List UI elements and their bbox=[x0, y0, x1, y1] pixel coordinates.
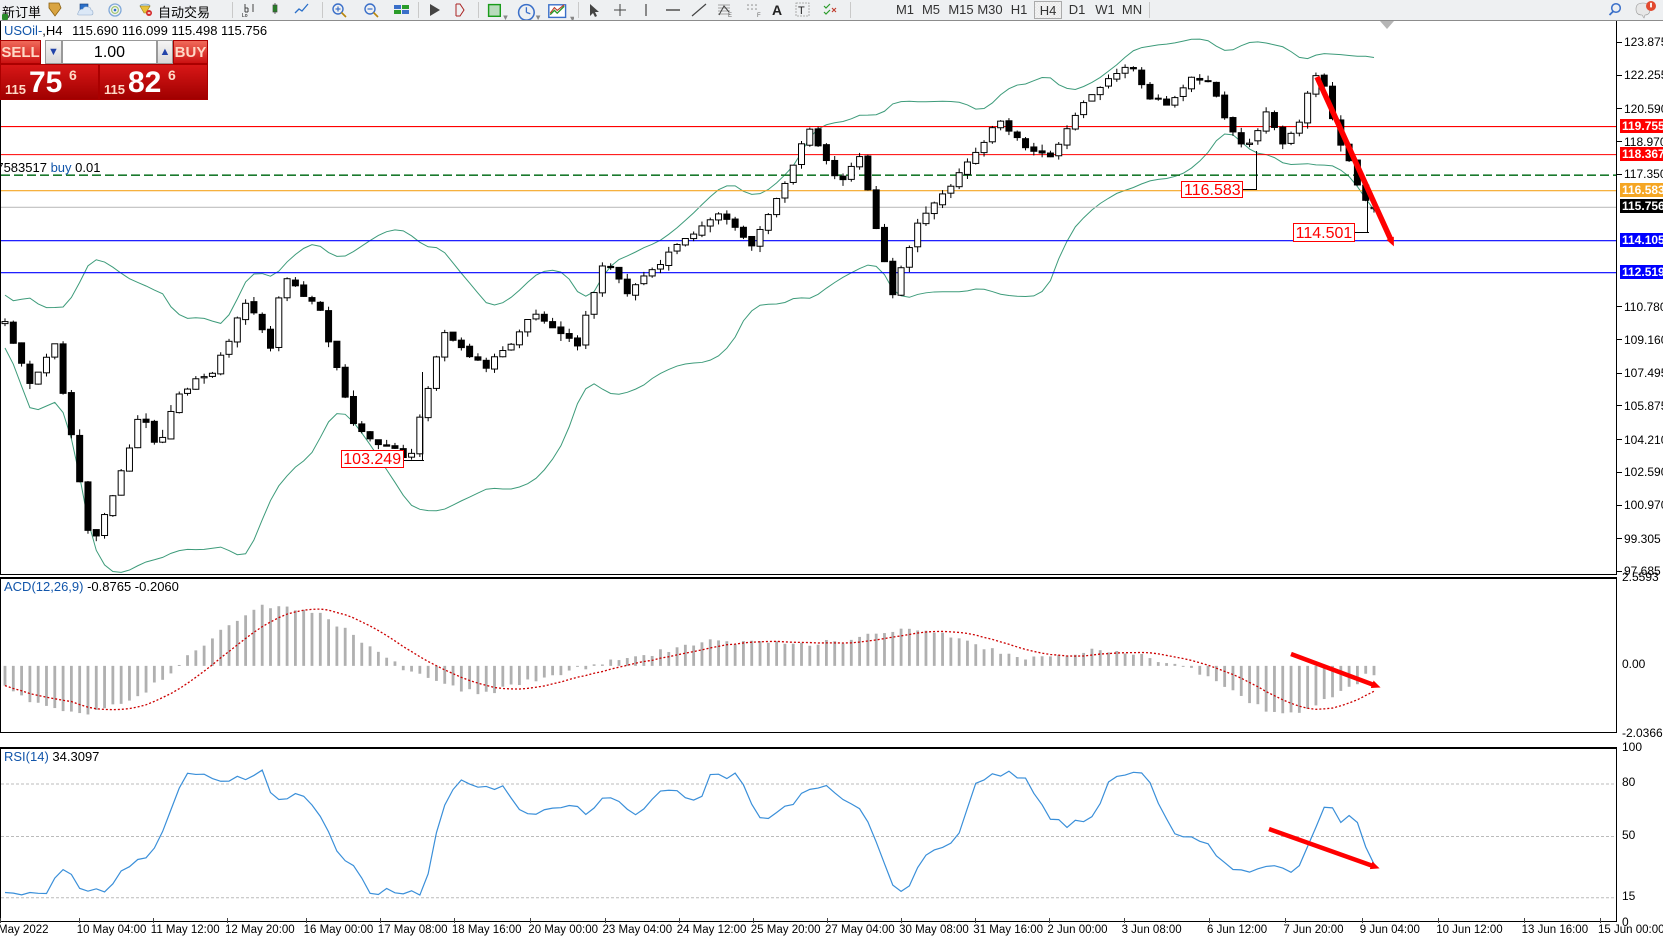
svg-text:E: E bbox=[728, 13, 732, 18]
svg-text:▼: ▼ bbox=[534, 13, 542, 21]
svg-text:▼: ▼ bbox=[502, 13, 510, 21]
svg-text:F: F bbox=[757, 13, 761, 18]
svg-text:Lo: Lo bbox=[242, 13, 248, 18]
svg-text:T: T bbox=[798, 5, 805, 17]
svg-text:▼: ▼ bbox=[568, 14, 574, 21]
